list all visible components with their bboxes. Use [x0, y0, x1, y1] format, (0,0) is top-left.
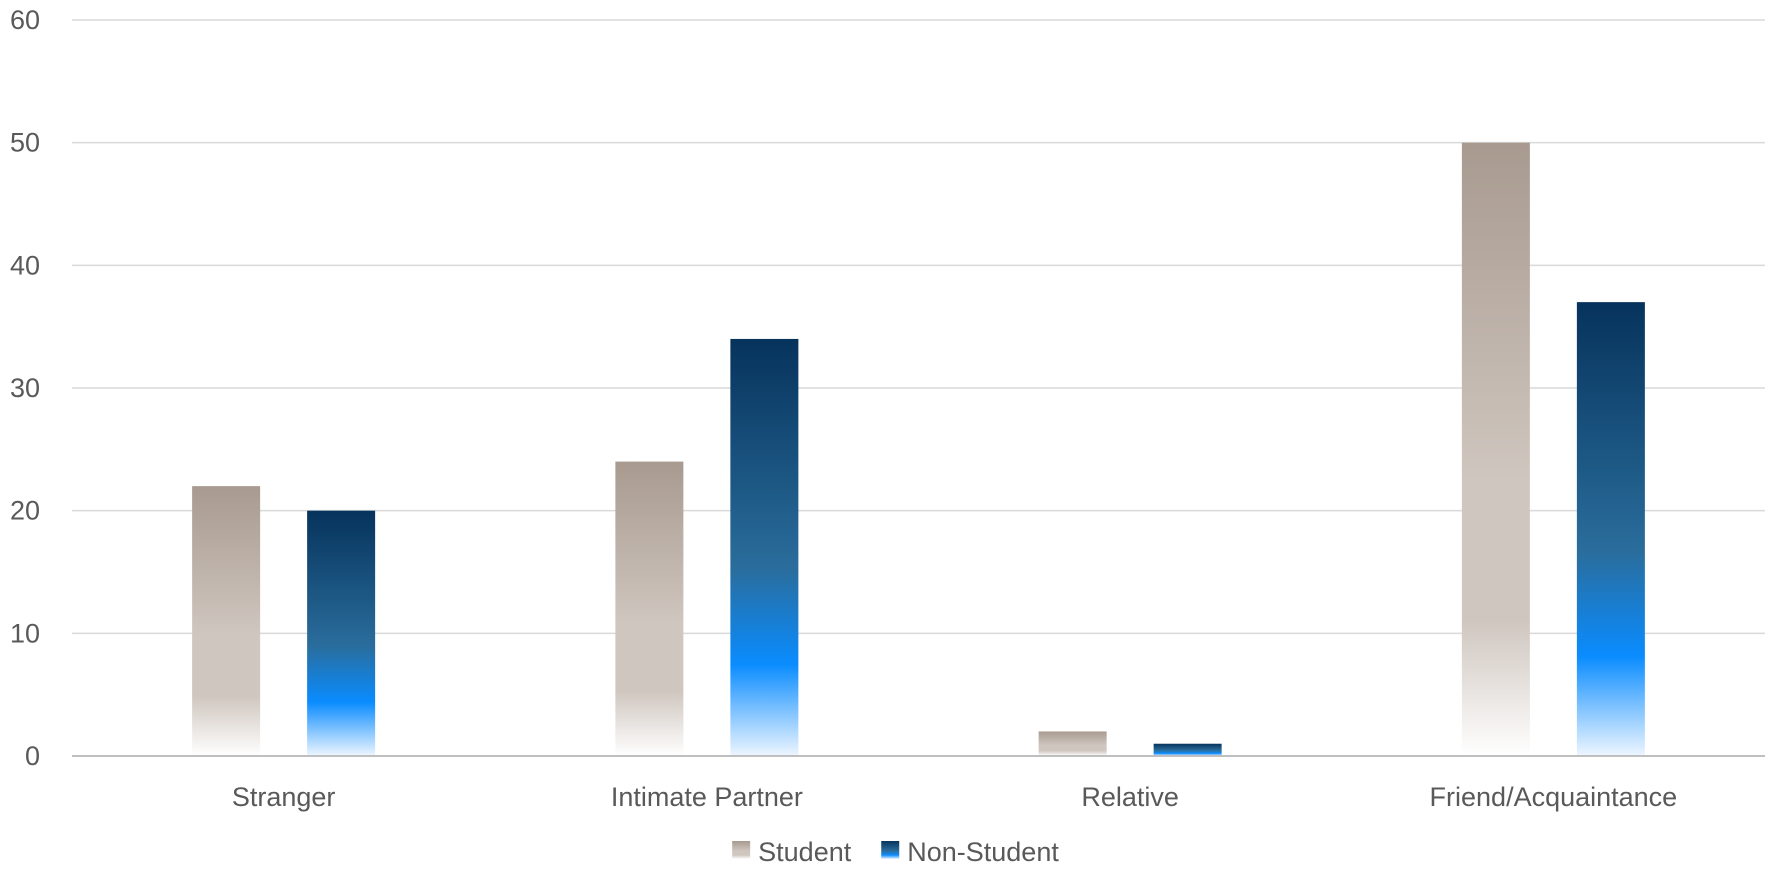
- legend-swatch-student: [732, 841, 751, 859]
- legend: Student Non-Student: [732, 837, 1059, 867]
- y-tick-label-20: 20: [10, 496, 40, 526]
- y-tick-label-10: 10: [10, 618, 40, 648]
- bar-non-student-relative: [1153, 743, 1222, 756]
- x-category-label-relative: Relative: [1081, 782, 1179, 812]
- legend-label-student: Student: [758, 837, 852, 867]
- y-tick-label-60: 60: [10, 5, 40, 35]
- bars: [192, 142, 1645, 756]
- y-tick-label-0: 0: [25, 741, 40, 771]
- legend-label-non-student: Non-Student: [907, 837, 1059, 867]
- bar-student-intimate-partner: [615, 461, 684, 756]
- bar-non-student-intimate-partner: [730, 338, 799, 756]
- y-tick-label-30: 30: [10, 373, 40, 403]
- y-tick-label-40: 40: [10, 250, 40, 280]
- y-axis-tick-labels: 0 10 20 30 40 50 60: [10, 5, 40, 771]
- bar-student-friend-acquaintance: [1461, 142, 1530, 756]
- bar-non-student-stranger: [307, 510, 376, 756]
- x-category-label-stranger: Stranger: [232, 782, 336, 812]
- legend-swatch-non-student: [881, 841, 900, 859]
- x-category-label-intimate-partner: Intimate Partner: [611, 782, 803, 812]
- x-category-label-friend-acquaintance: Friend/Acquaintance: [1430, 782, 1678, 812]
- bar-student-relative: [1038, 731, 1107, 756]
- bar-student-stranger: [192, 486, 261, 756]
- x-axis-category-labels: Stranger Intimate Partner Relative Friend/A…: [232, 782, 1677, 812]
- y-tick-label-50: 50: [10, 128, 40, 158]
- bar-non-student-friend-acquaintance: [1576, 302, 1645, 756]
